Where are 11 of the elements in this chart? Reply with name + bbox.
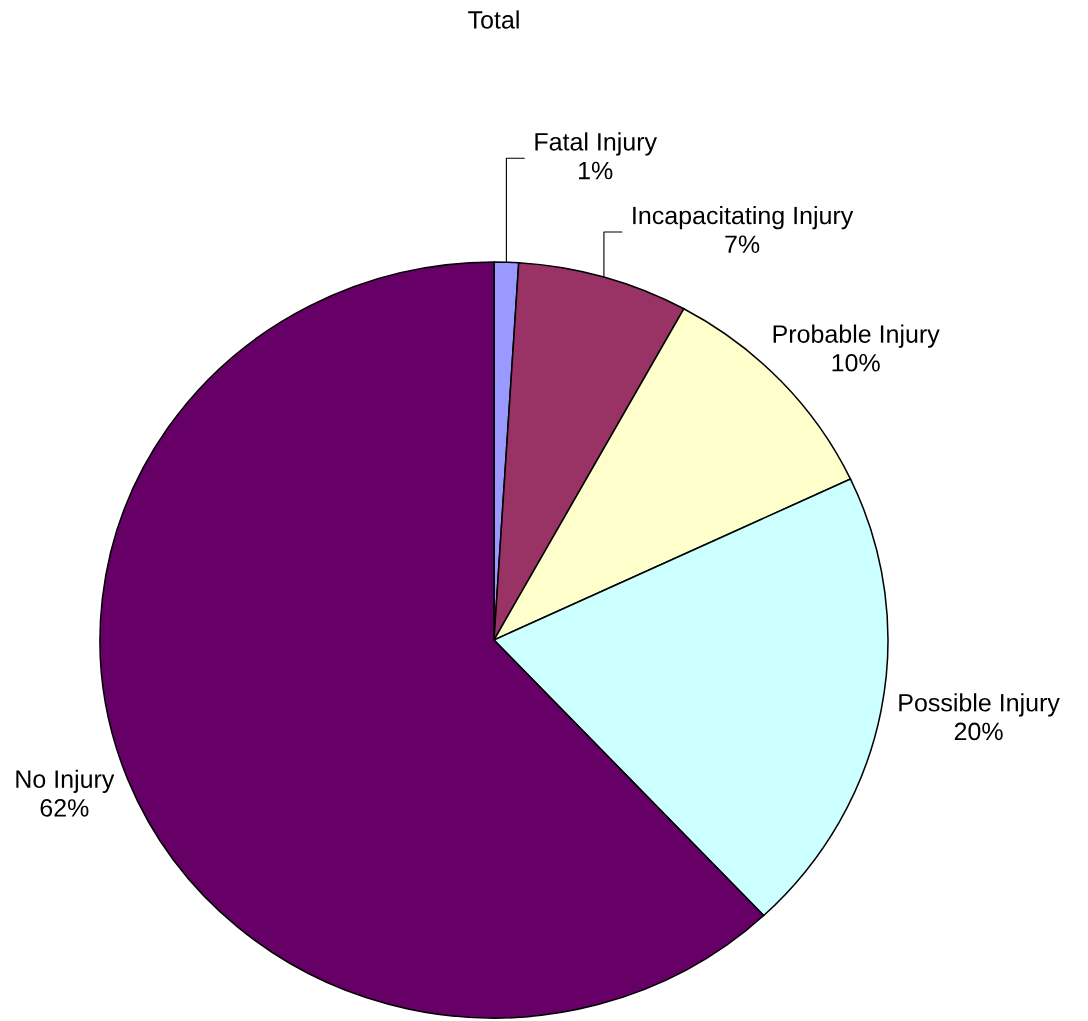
slice-label: No Injury — [16, 769, 115, 793]
slice-label: Incapacitating Injury — [633, 205, 854, 230]
slice-label: Probable Injury — [773, 324, 940, 348]
slice-label: Fatal Injury — [535, 132, 657, 156]
slice-label: Possible Injury — [899, 693, 1060, 717]
data-label: 20% — [954, 722, 1003, 741]
data-label: 7% — [725, 235, 760, 253]
chart-title: Total — [468, 10, 519, 29]
data-label: 62% — [40, 799, 89, 817]
data-label: 10% — [832, 353, 880, 372]
data-label: 1% — [579, 161, 613, 180]
